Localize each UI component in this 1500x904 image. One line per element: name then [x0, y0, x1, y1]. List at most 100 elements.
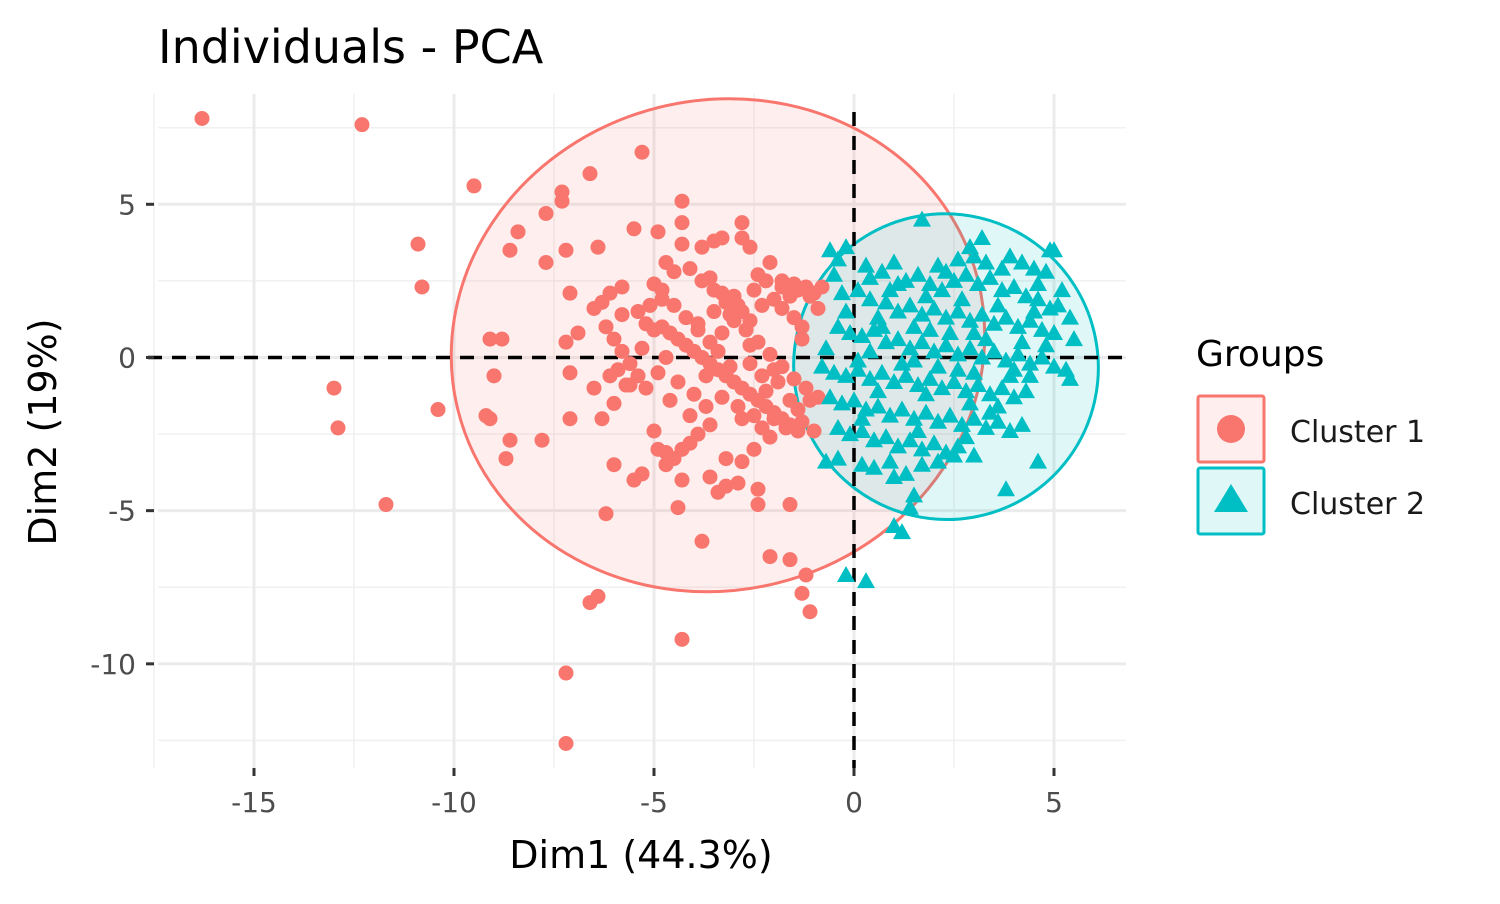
point-cluster-1: [430, 402, 446, 418]
point-cluster-1: [498, 451, 514, 467]
point-cluster-2: [849, 351, 867, 368]
point-cluster-1: [722, 307, 738, 323]
point-cluster-2: [897, 366, 915, 383]
point-cluster-2: [953, 290, 971, 307]
point-cluster-1: [802, 392, 818, 408]
point-cluster-2: [941, 323, 959, 340]
point-cluster-1: [794, 331, 810, 347]
point-cluster-1: [710, 484, 726, 500]
point-cluster-2: [881, 406, 899, 423]
point-cluster-1: [754, 368, 770, 384]
point-cluster-2: [961, 339, 979, 356]
point-cluster-1: [606, 395, 622, 411]
point-cluster-2: [881, 281, 899, 298]
point-cluster-1: [606, 457, 622, 473]
point-cluster-1: [762, 346, 778, 362]
point-cluster-2: [949, 302, 967, 319]
point-cluster-2: [949, 360, 967, 377]
point-cluster-1: [646, 423, 662, 439]
point-cluster-1: [782, 288, 798, 304]
point-cluster-2: [957, 265, 975, 282]
point-cluster-1: [714, 325, 730, 341]
point-cluster-2: [913, 333, 931, 350]
point-cluster-1: [718, 451, 734, 467]
point-cluster-2: [901, 431, 919, 448]
point-cluster-1: [626, 472, 642, 488]
point-cluster-1: [562, 285, 578, 301]
point-cluster-2: [1033, 348, 1051, 365]
point-cluster-1: [558, 242, 574, 258]
point-cluster-2: [889, 330, 907, 347]
point-cluster-1: [762, 549, 778, 565]
point-cluster-2: [853, 422, 871, 438]
point-cluster-2: [1025, 302, 1043, 319]
point-cluster-1: [766, 362, 782, 378]
point-cluster-1: [794, 585, 810, 601]
legend-item-cluster-2: Cluster 2: [1196, 466, 1425, 536]
legend-label-cluster-2: Cluster 2: [1290, 487, 1425, 522]
point-cluster-2: [1009, 317, 1027, 334]
point-cluster-1: [710, 343, 726, 359]
point-cluster-2: [937, 308, 955, 325]
axes: -15 -10 -5 0 5 5 0 -5 -10: [90, 188, 1063, 819]
point-cluster-2: [837, 238, 855, 255]
legend-item-cluster-1: Cluster 1: [1196, 394, 1425, 464]
point-cluster-2: [969, 274, 987, 291]
point-cluster-2: [989, 412, 1007, 429]
point-cluster-1: [654, 291, 670, 307]
point-cluster-2: [885, 516, 903, 533]
point-cluster-2: [905, 351, 923, 368]
point-cluster-1: [702, 469, 718, 485]
point-cluster-2: [965, 409, 983, 426]
point-cluster-1: [678, 310, 694, 326]
point-cluster-2: [1029, 290, 1047, 307]
point-cluster-1: [698, 398, 714, 414]
point-cluster-2: [913, 440, 931, 457]
x-tick-label: -15: [231, 786, 277, 819]
legend-triangle-icon: [1214, 484, 1248, 512]
point-cluster-2: [829, 418, 847, 435]
point-cluster-1: [414, 279, 430, 295]
point-cluster-1: [694, 533, 710, 549]
point-cluster-2: [945, 271, 963, 288]
point-cluster-1: [590, 239, 606, 255]
point-cluster-2: [1025, 259, 1043, 276]
point-cluster-1: [702, 270, 718, 286]
point-cluster-2: [869, 397, 887, 414]
data-points: [194, 111, 1083, 751]
point-cluster-1: [586, 380, 602, 396]
point-cluster-2: [913, 305, 931, 322]
point-cluster-2: [993, 379, 1011, 396]
point-cluster-1: [634, 340, 650, 356]
point-cluster-1: [606, 331, 622, 347]
point-cluster-1: [714, 389, 730, 405]
point-cluster-2: [889, 274, 907, 291]
point-cluster-2: [901, 296, 919, 313]
point-cluster-1: [638, 380, 654, 396]
point-cluster-2: [961, 311, 979, 328]
point-cluster-1: [598, 506, 614, 522]
point-cluster-2: [929, 357, 947, 374]
point-cluster-1: [746, 408, 762, 424]
point-cluster-2: [833, 284, 851, 301]
point-cluster-2: [837, 366, 855, 383]
point-cluster-2: [857, 256, 875, 273]
point-cluster-2: [1049, 296, 1067, 313]
point-cluster-1: [786, 371, 802, 387]
point-cluster-2: [917, 385, 935, 402]
point-cluster-2: [945, 372, 963, 389]
point-cluster-1: [742, 356, 758, 372]
point-cluster-2: [881, 452, 899, 469]
point-cluster-1: [670, 374, 686, 390]
point-cluster-1: [558, 334, 574, 350]
point-cluster-1: [482, 331, 498, 347]
point-cluster-2: [885, 372, 903, 389]
point-cluster-1: [622, 356, 638, 372]
point-cluster-2: [1029, 274, 1047, 291]
point-cluster-2: [885, 467, 903, 484]
point-cluster-2: [1001, 247, 1019, 264]
point-cluster-2: [921, 369, 939, 386]
point-cluster-2: [961, 238, 979, 255]
point-cluster-1: [562, 365, 578, 381]
point-cluster-1: [750, 497, 766, 513]
